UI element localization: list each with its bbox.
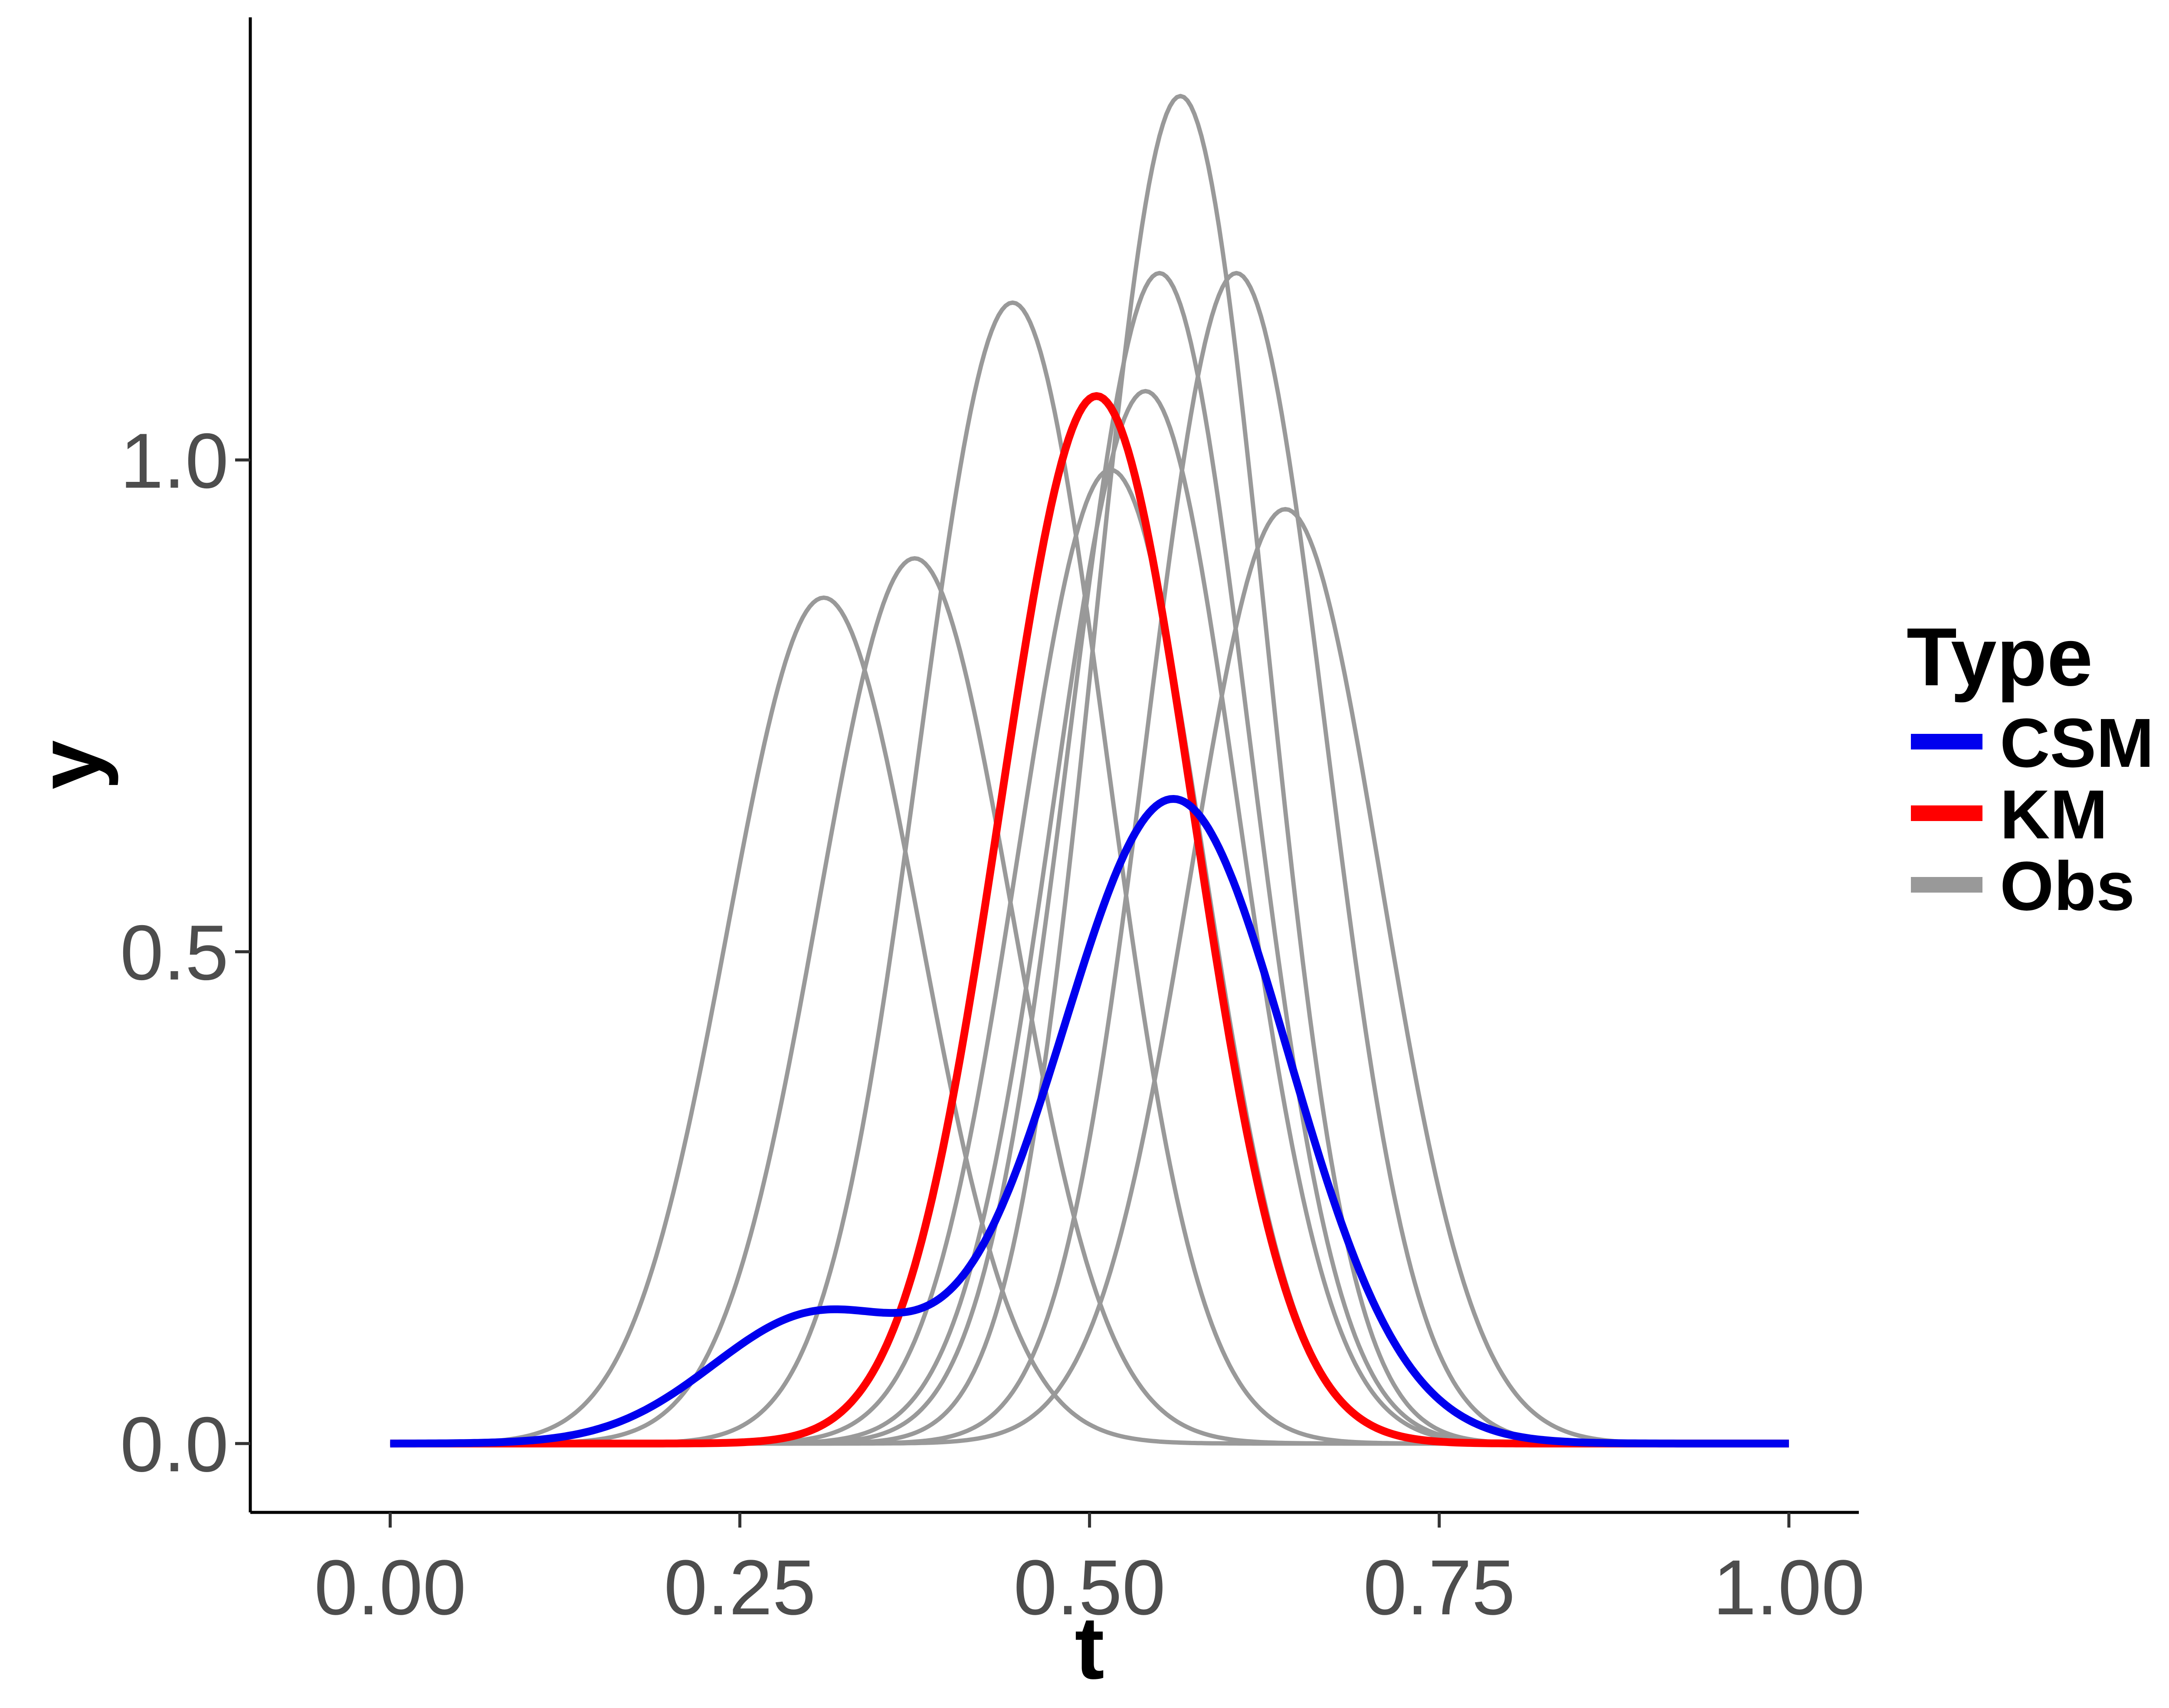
x-tick-label: 0.50 xyxy=(1013,1544,1165,1631)
x-tick-label: 0.75 xyxy=(1363,1544,1515,1631)
series-line-csm xyxy=(390,795,1789,1448)
axes-layer xyxy=(249,17,1859,1514)
curves-layer xyxy=(390,94,1789,1448)
legend-label-obs: Obs xyxy=(2000,847,2135,925)
legend-label-km: KM xyxy=(2000,775,2108,853)
series-line-obs xyxy=(390,389,1789,1446)
legend-label-csm: CSM xyxy=(2000,704,2154,782)
y-tick-label: 1.0 xyxy=(120,417,229,504)
ticks-layer: 0.00 0.25 0.50 0.75 1.00 0.0 0.5 1.0 xyxy=(120,417,1865,1631)
x-axis-title: t xyxy=(1075,1598,1104,1698)
x-tick-label: 0.00 xyxy=(314,1544,466,1631)
legend-title: Type xyxy=(1907,611,2093,703)
series-line-km xyxy=(390,392,1789,1448)
y-tick-label: 0.0 xyxy=(120,1401,229,1488)
x-tick-label: 1.00 xyxy=(1713,1544,1865,1631)
series-line-obs xyxy=(390,596,1789,1446)
y-tick-label: 0.5 xyxy=(120,909,229,996)
series-line-obs xyxy=(390,507,1789,1446)
y-axis-title: y xyxy=(20,740,119,789)
series-line-obs xyxy=(390,94,1789,1446)
x-tick-label: 0.25 xyxy=(664,1544,816,1631)
